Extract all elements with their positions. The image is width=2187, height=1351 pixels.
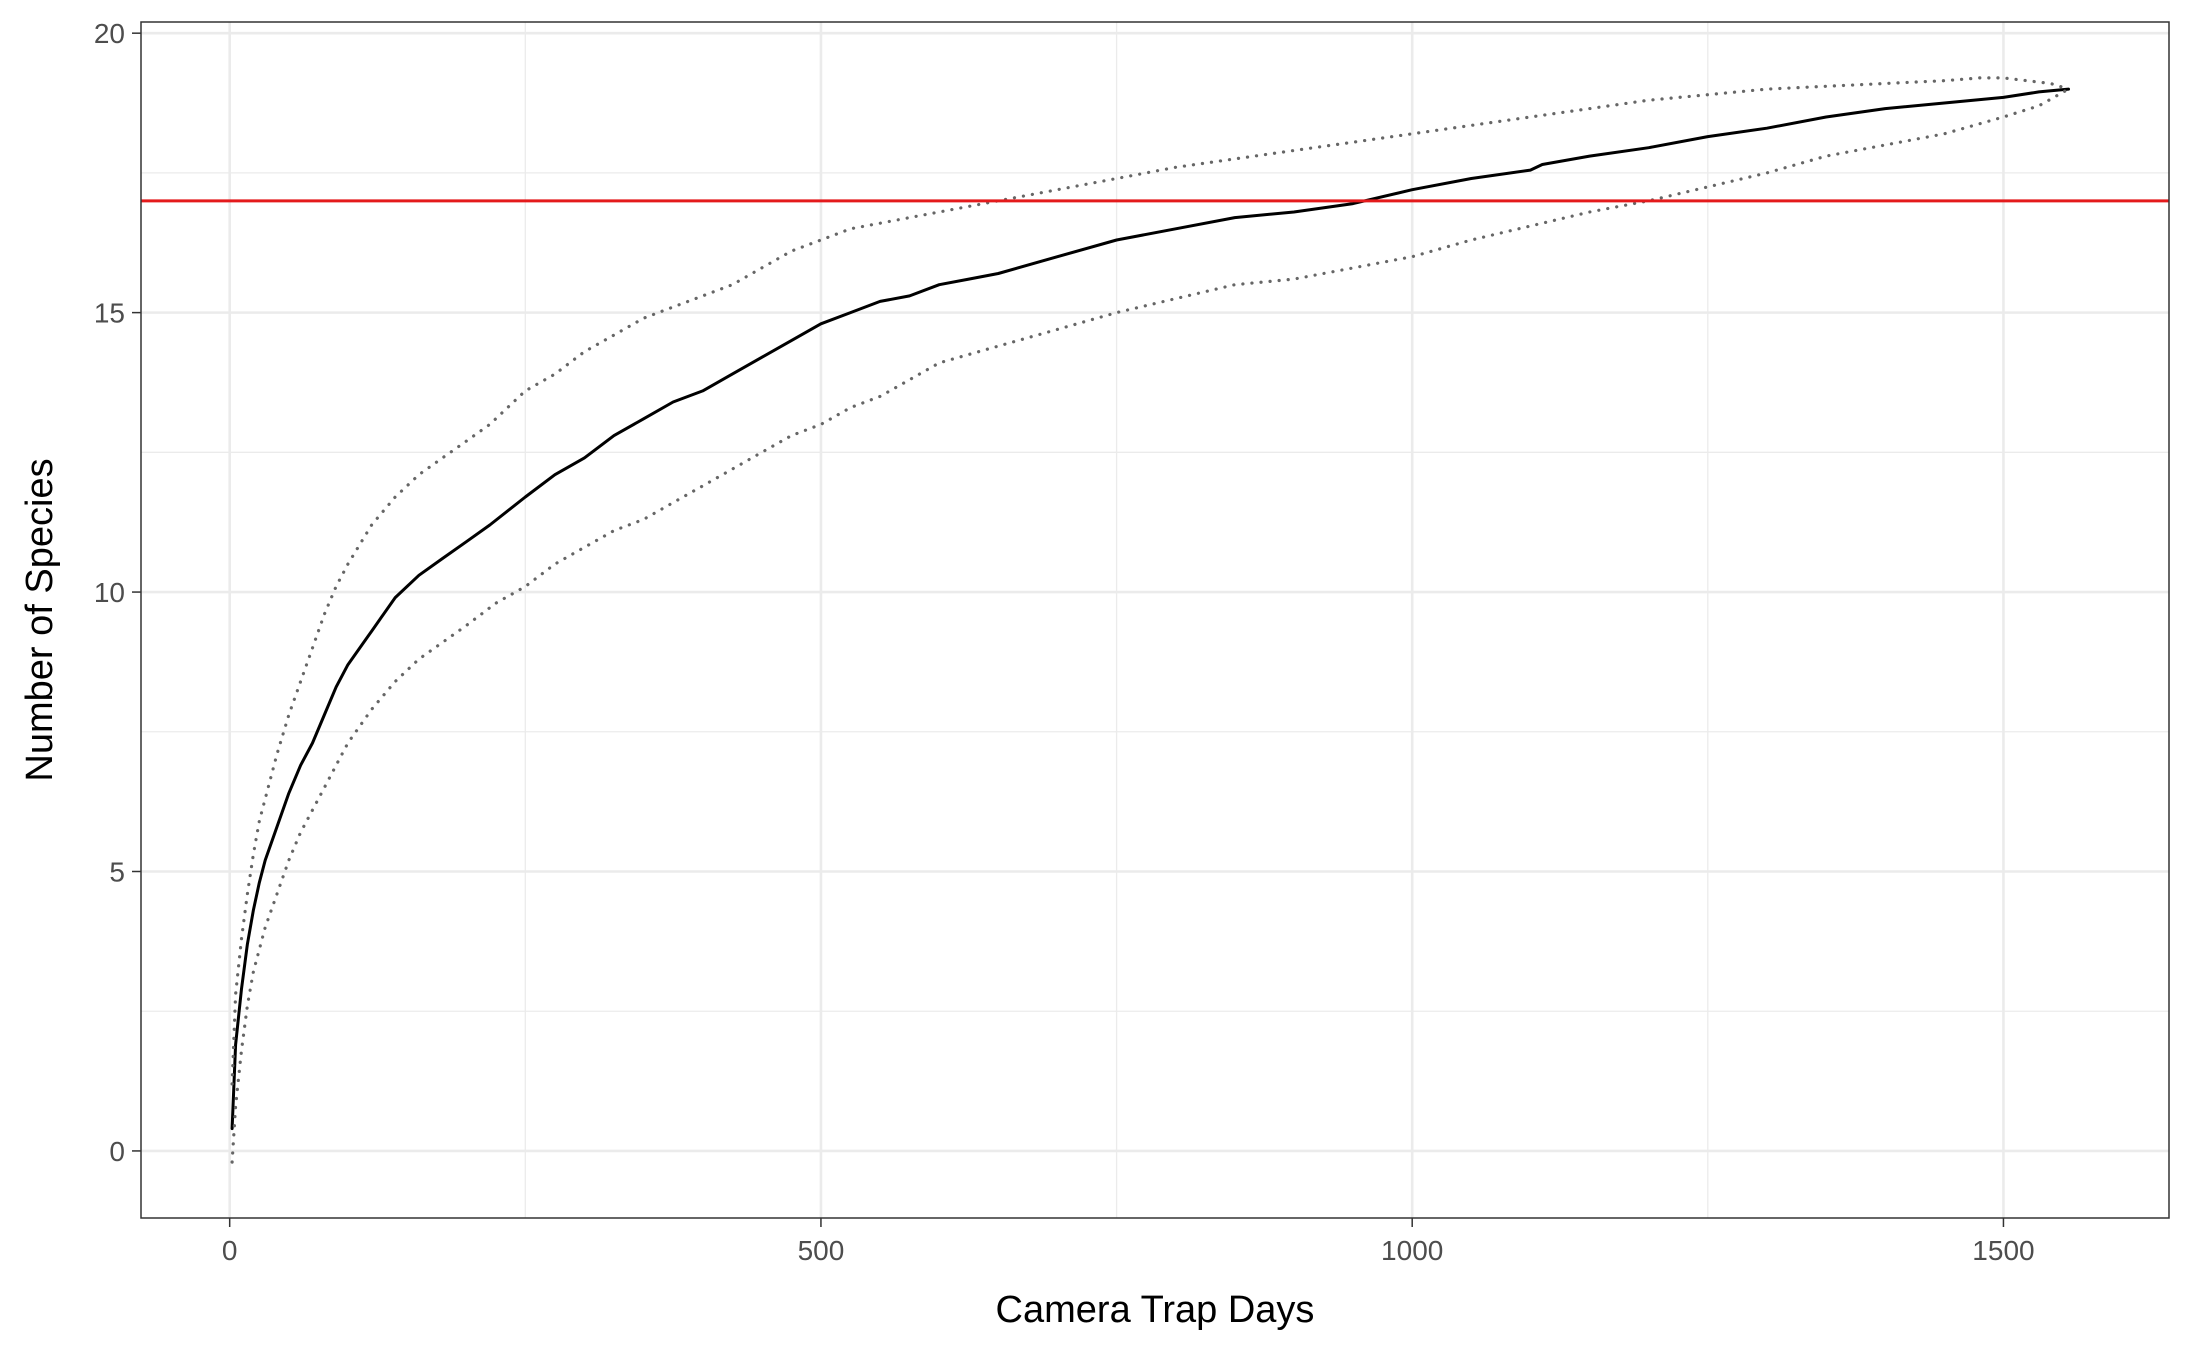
minor-gridlines xyxy=(141,22,2169,1218)
plot-panel-border xyxy=(140,21,2170,1219)
plot-panel-background xyxy=(141,22,2169,1218)
x-tick-label: 0 xyxy=(222,1235,238,1266)
x-tick-label: 500 xyxy=(798,1235,845,1266)
y-tick-label: 20 xyxy=(94,18,125,49)
y-axis-title: Number of Species xyxy=(19,458,61,781)
series-layer xyxy=(230,76,2071,1164)
confidence-bound-line xyxy=(230,76,2071,1086)
x-tick-label: 1000 xyxy=(1381,1235,1443,1266)
y-tick-label: 0 xyxy=(109,1136,125,1167)
x-axis-ticks: 0 500 1000 1500 xyxy=(222,1218,2035,1266)
y-tick-label: 15 xyxy=(94,298,125,329)
y-tick-label: 10 xyxy=(94,577,125,608)
y-axis-ticks: 0 5 10 15 20 xyxy=(94,18,141,1167)
confidence-bound-line xyxy=(230,87,2071,1164)
y-tick-label: 5 xyxy=(109,856,125,887)
mean-accumulation-line xyxy=(230,87,2070,1131)
x-tick-label: 1500 xyxy=(1972,1235,2034,1266)
x-axis-title: Camera Trap Days xyxy=(996,1289,1315,1331)
major-gridlines xyxy=(141,22,2169,1218)
